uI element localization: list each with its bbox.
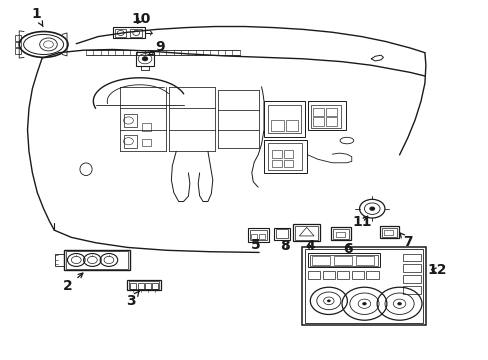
Bar [311, 256, 330, 265]
Bar [250, 230, 266, 240]
Bar [273, 228, 290, 239]
Bar [326, 108, 336, 116]
Bar [307, 271, 320, 279]
Text: 7: 7 [399, 233, 412, 249]
Bar [142, 139, 151, 146]
Bar [335, 231, 344, 237]
Bar [295, 226, 318, 239]
Bar [307, 253, 379, 267]
Bar [355, 256, 373, 265]
Bar [307, 101, 345, 130]
Bar [129, 282, 159, 289]
Bar [322, 271, 334, 279]
Bar [141, 66, 149, 70]
Bar [313, 117, 324, 126]
Bar [379, 226, 398, 238]
Bar [15, 42, 21, 47]
Text: 3: 3 [126, 291, 139, 308]
Text: 10: 10 [131, 12, 150, 26]
Bar [264, 140, 306, 173]
Bar [271, 159, 281, 167]
Bar [123, 114, 137, 127]
Text: 5: 5 [251, 238, 261, 252]
Bar [310, 105, 340, 128]
Bar [302, 247, 426, 325]
Bar [351, 271, 363, 279]
Text: 9: 9 [149, 40, 164, 55]
Bar [248, 228, 268, 242]
Circle shape [368, 207, 374, 211]
Bar [283, 159, 293, 167]
Bar [259, 234, 264, 239]
Bar [130, 29, 142, 37]
Bar [152, 283, 158, 289]
Text: 8: 8 [280, 239, 290, 253]
Bar [402, 264, 420, 272]
Bar [283, 150, 293, 158]
Bar [402, 286, 420, 294]
Circle shape [397, 302, 401, 305]
Bar [336, 271, 348, 279]
Bar [326, 117, 336, 126]
Bar [130, 283, 136, 289]
Bar [65, 251, 128, 269]
Bar [142, 123, 151, 131]
Bar [384, 230, 392, 235]
Bar [270, 120, 284, 131]
Bar [313, 108, 324, 116]
Bar [115, 29, 126, 37]
Bar [271, 150, 281, 158]
Bar [267, 143, 302, 170]
Bar [138, 283, 143, 289]
Bar [381, 228, 396, 237]
Bar [55, 254, 64, 266]
Bar [64, 249, 130, 270]
Bar [330, 226, 350, 240]
Text: 6: 6 [343, 242, 352, 256]
Text: 1: 1 [31, 7, 43, 27]
Bar [366, 271, 378, 279]
Bar [293, 224, 320, 241]
Text: 4: 4 [305, 239, 314, 253]
Bar [264, 101, 305, 137]
Bar [267, 105, 301, 134]
Bar [402, 253, 420, 261]
Text: 12: 12 [427, 264, 446, 277]
Bar [402, 275, 420, 283]
Bar [127, 280, 160, 291]
Circle shape [362, 302, 366, 305]
Circle shape [326, 300, 330, 302]
Bar [113, 27, 144, 38]
Bar [15, 36, 21, 41]
Bar [286, 120, 298, 131]
Circle shape [142, 57, 148, 61]
Bar [251, 234, 257, 239]
Bar [333, 256, 351, 265]
Bar [305, 249, 423, 323]
Text: 2: 2 [63, 273, 82, 293]
Bar [145, 283, 151, 289]
Text: 11: 11 [352, 215, 371, 229]
Bar [15, 48, 21, 54]
Bar [275, 229, 288, 238]
Bar [332, 229, 348, 239]
Bar [309, 255, 377, 266]
Bar [123, 135, 137, 148]
Bar [136, 52, 154, 66]
